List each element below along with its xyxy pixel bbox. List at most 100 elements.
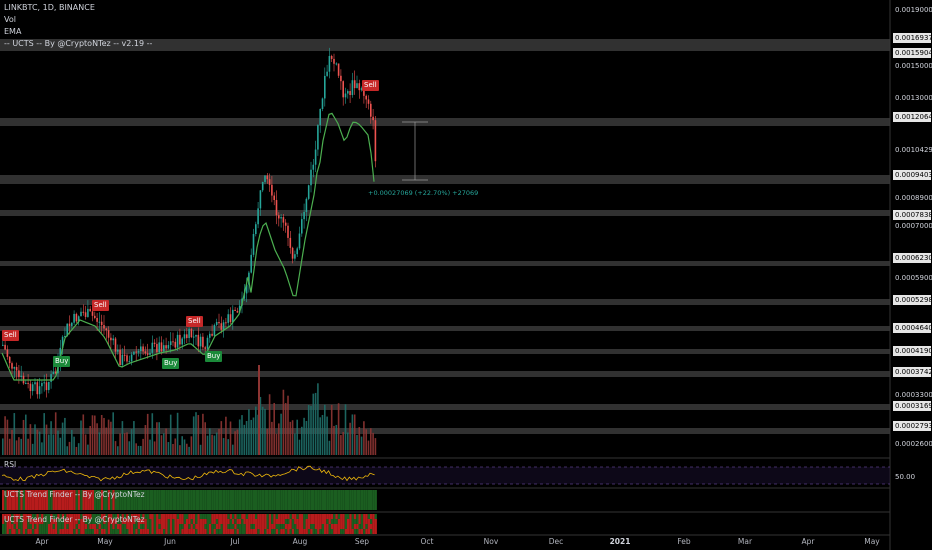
trend-finder-cell — [142, 524, 145, 529]
volume-bar — [22, 419, 25, 455]
volume-bar — [121, 421, 124, 455]
trend-finder-cell — [317, 519, 320, 524]
trend-finder-cell — [57, 524, 60, 529]
trend-finder-cell — [163, 490, 166, 510]
trend-finder-cell — [71, 514, 74, 519]
trend-finder-cell — [287, 529, 290, 534]
trend-finder-cell — [317, 514, 320, 519]
candle-body — [41, 382, 43, 387]
candle-body — [64, 336, 66, 338]
volume-bar — [353, 414, 356, 455]
trend-finder-cell — [229, 490, 232, 510]
trend-finder-cell — [54, 514, 58, 519]
trend-finder-cell — [229, 514, 232, 519]
trend-finder-cell — [282, 490, 285, 510]
volume-bar — [312, 393, 315, 455]
trend-finder-cell — [374, 519, 377, 524]
trend-finder-cell — [153, 529, 157, 534]
trend-finder-cell — [13, 490, 16, 510]
volume-bar — [176, 412, 179, 455]
volume-bar — [13, 413, 16, 455]
trend-finder-cell — [188, 529, 191, 534]
trend-finder-cell — [89, 519, 92, 524]
trend-finder-cell — [347, 490, 350, 510]
price-axis-label: 0.00031692 — [893, 401, 932, 411]
trend-finder-cell — [128, 519, 131, 524]
volume-bar — [27, 438, 29, 455]
trend-finder-cell — [176, 490, 180, 510]
candle-body — [236, 310, 239, 313]
trend-finder-cell — [363, 514, 366, 519]
volume-bar — [342, 432, 344, 455]
trend-finder-cell — [291, 529, 295, 534]
volume-bar — [91, 415, 94, 455]
trend-finder-cell — [59, 519, 62, 524]
trend-finder-cell — [91, 529, 94, 534]
trend-finder-cell — [243, 514, 246, 519]
candle-body — [360, 88, 363, 91]
candle-body — [123, 354, 126, 356]
candle-body — [140, 346, 142, 352]
trend-finder-cell — [372, 514, 375, 519]
trend-finder-cell — [342, 514, 345, 519]
candle-body — [192, 336, 195, 338]
candle-body — [351, 80, 354, 96]
candle-body — [146, 353, 149, 355]
candle-body — [112, 338, 114, 341]
trend-finder-cell — [213, 529, 216, 534]
trend-finder-cell — [98, 490, 101, 510]
trend-finder-cell — [82, 524, 85, 529]
trend-finder-cell — [181, 519, 184, 524]
trend-finder-cell — [266, 490, 269, 510]
volume-bar — [179, 445, 181, 455]
trend-finder-cell — [59, 490, 62, 510]
trend-finder-cell — [330, 514, 334, 519]
trend-finder-cell — [199, 529, 203, 534]
trend-finder-cell — [75, 519, 78, 524]
volume-bar — [117, 446, 119, 455]
trend-finder-cell — [289, 524, 292, 529]
trend-finder-cell — [340, 490, 343, 510]
trend-finder-cell — [273, 519, 276, 524]
trend-finder-cell — [328, 514, 331, 519]
volume-bar — [326, 416, 328, 455]
trend-finder-cell — [160, 490, 163, 510]
trend-finder-cell — [250, 519, 253, 524]
trend-finder-cell — [261, 490, 265, 510]
trend-finder-cell — [25, 524, 28, 529]
trend-finder-cell — [347, 524, 350, 529]
trend-finder-cell — [342, 490, 345, 510]
trend-finder-cell — [140, 514, 143, 519]
trend-finder-cell — [298, 524, 301, 529]
candle-body — [328, 55, 331, 72]
trend-finder-cell — [255, 514, 258, 519]
trend-finder-cell — [103, 514, 106, 519]
trend-finder-cell — [275, 529, 278, 534]
trend-finder-cell — [140, 524, 143, 529]
trend-finder-cell — [353, 524, 357, 529]
trend-finder-cell — [241, 519, 244, 524]
trend-finder-cell — [349, 514, 352, 519]
trend-finder-cell — [66, 514, 69, 519]
candle-body — [6, 349, 9, 357]
trend-finder-cell — [15, 514, 19, 519]
trend-finder-cell — [54, 524, 58, 529]
time-axis-label: 2021 — [609, 537, 631, 546]
trend-finder-cell — [252, 524, 255, 529]
trend-finder-cell — [259, 514, 262, 519]
trend-finder-cell — [140, 490, 143, 510]
candle-body — [342, 81, 344, 98]
trend-finder-cell — [94, 490, 97, 510]
trend-finder-cell — [280, 514, 283, 519]
trend-finder-cell — [282, 529, 285, 534]
trend-finder-cell — [183, 524, 186, 529]
trend-finder-cell — [25, 519, 28, 524]
ucts-legend: -- UCTS -- By @CryptoNTez -- v2.19 -- — [4, 39, 153, 48]
trend-finder-cell — [227, 524, 230, 529]
price-axis-label: 0.00104295 — [895, 146, 932, 154]
trend-finder-cell — [222, 524, 226, 529]
